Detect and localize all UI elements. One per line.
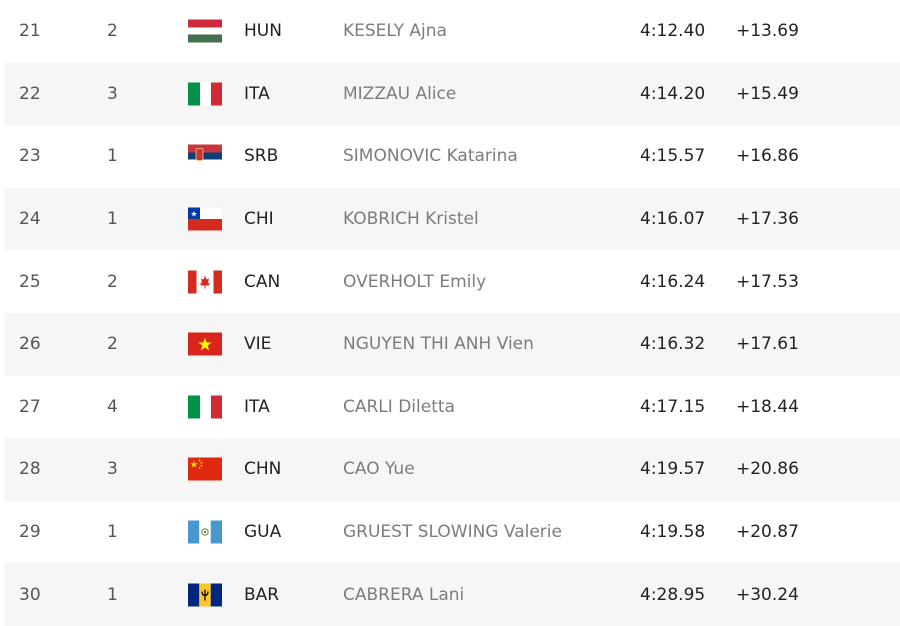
guatemala-flag-icon — [188, 520, 222, 544]
athlete-name[interactable]: GRUEST SLOWING Valerie — [343, 522, 562, 543]
time-difference: +17.36 — [736, 209, 799, 230]
table-row[interactable]: 29 1 GUA GRUEST SLOWING Valerie 4:19.58 … — [0, 501, 900, 564]
time-cell: 4:16.07 — [640, 209, 706, 230]
athlete-name[interactable]: CABRERA Lani — [343, 584, 465, 605]
heat-cell: 1 — [107, 146, 118, 167]
china-flag-icon — [188, 457, 222, 481]
hungary-flag-icon — [188, 19, 222, 43]
noc-code: ITA — [244, 396, 270, 417]
rank-cell: 25 — [19, 271, 41, 292]
noc-code: VIE — [244, 334, 272, 355]
table-row[interactable]: 25 2 CAN OVERHOLT Emily 4:16.24 +17.53 — [0, 250, 900, 313]
italy-flag-icon — [188, 395, 222, 419]
time-cell: 4:14.20 — [640, 83, 706, 104]
rank-cell: 27 — [19, 396, 41, 417]
athlete-name[interactable]: KESELY Ajna — [343, 21, 447, 42]
table-row[interactable]: 28 3 CHN CAO Yue 4:19.57 +20.86 — [0, 438, 900, 501]
time-difference: +17.53 — [736, 271, 799, 292]
table-row[interactable]: 21 2 HUN KESELY Ajna 4:12.40 +13.69 — [0, 0, 900, 63]
rank-cell: 28 — [19, 459, 41, 480]
rank-cell: 26 — [19, 334, 41, 355]
noc-code: CAN — [244, 271, 281, 292]
chile-flag-icon: ★ — [188, 207, 222, 231]
athlete-name[interactable]: MIZZAU Alice — [343, 83, 457, 104]
time-cell: 4:17.15 — [640, 396, 706, 417]
svg-text:★: ★ — [190, 210, 197, 219]
time-cell: 4:15.57 — [640, 146, 706, 167]
time-difference: +30.24 — [736, 584, 799, 605]
time-cell: 4:19.57 — [640, 459, 706, 480]
athlete-name[interactable]: NGUYEN THI ANH Vien — [343, 334, 534, 355]
athlete-name[interactable]: CARLI Diletta — [343, 396, 455, 417]
heat-cell: 1 — [107, 522, 118, 543]
table-row[interactable]: 24 1 ★ CHI KOBRICH Kristel 4:16.07 +17.3… — [0, 187, 900, 251]
time-cell: 4:12.40 — [640, 21, 706, 42]
noc-code: HUN — [244, 21, 282, 42]
heat-cell: 4 — [107, 396, 118, 417]
time-difference: +15.49 — [736, 83, 799, 104]
noc-code: GUA — [244, 522, 282, 543]
athlete-name[interactable]: OVERHOLT Emily — [343, 271, 487, 292]
time-difference: +18.44 — [736, 396, 799, 417]
rank-cell: 21 — [19, 21, 41, 42]
heat-cell: 1 — [107, 584, 118, 605]
barbados-flag-icon — [188, 583, 222, 607]
heat-cell: 3 — [107, 459, 118, 480]
noc-code: CHI — [244, 209, 274, 230]
noc-code: SRB — [244, 146, 279, 167]
athlete-name[interactable]: CAO Yue — [343, 459, 415, 480]
rank-cell: 29 — [19, 522, 41, 543]
time-difference: +20.86 — [736, 459, 799, 480]
time-cell: 4:28.95 — [640, 584, 706, 605]
rank-cell: 22 — [19, 83, 41, 104]
heat-cell: 2 — [107, 334, 118, 355]
time-difference: +13.69 — [736, 21, 799, 42]
time-cell: 4:16.24 — [640, 271, 706, 292]
table-row[interactable]: 26 2 VIE NGUYEN THI ANH Vien 4:16.32 +17… — [0, 312, 900, 376]
time-difference: +17.61 — [736, 334, 799, 355]
vietnam-flag-icon — [188, 332, 222, 356]
heat-cell: 2 — [107, 21, 118, 42]
heat-cell: 2 — [107, 271, 118, 292]
italy-flag-icon — [188, 82, 222, 106]
time-difference: +16.86 — [736, 146, 799, 167]
noc-code: CHN — [244, 459, 282, 480]
table-row[interactable]: 27 4 ITA CARLI Diletta 4:17.15 +18.44 — [0, 376, 900, 439]
time-cell: 4:19.58 — [640, 522, 706, 543]
rank-cell: 23 — [19, 146, 41, 167]
athlete-name[interactable]: SIMONOVIC Katarina — [343, 146, 518, 167]
table-row[interactable]: 23 1 SRB SIMONOVIC Katarina 4:15.57 +16.… — [0, 125, 900, 188]
rank-cell: 30 — [19, 584, 41, 605]
noc-code: BAR — [244, 584, 280, 605]
noc-code: ITA — [244, 83, 270, 104]
time-difference: +20.87 — [736, 522, 799, 543]
table-row[interactable]: 22 3 ITA MIZZAU Alice 4:14.20 +15.49 — [0, 62, 900, 126]
heat-cell: 3 — [107, 83, 118, 104]
heat-cell: 1 — [107, 209, 118, 230]
canada-flag-icon — [188, 270, 222, 294]
time-cell: 4:16.32 — [640, 334, 706, 355]
rank-cell: 24 — [19, 209, 41, 230]
table-row[interactable]: 30 1 BAR CABRERA Lani 4:28.95 +30.24 — [0, 563, 900, 626]
athlete-name[interactable]: KOBRICH Kristel — [343, 209, 479, 230]
serbia-flag-icon — [188, 144, 222, 168]
